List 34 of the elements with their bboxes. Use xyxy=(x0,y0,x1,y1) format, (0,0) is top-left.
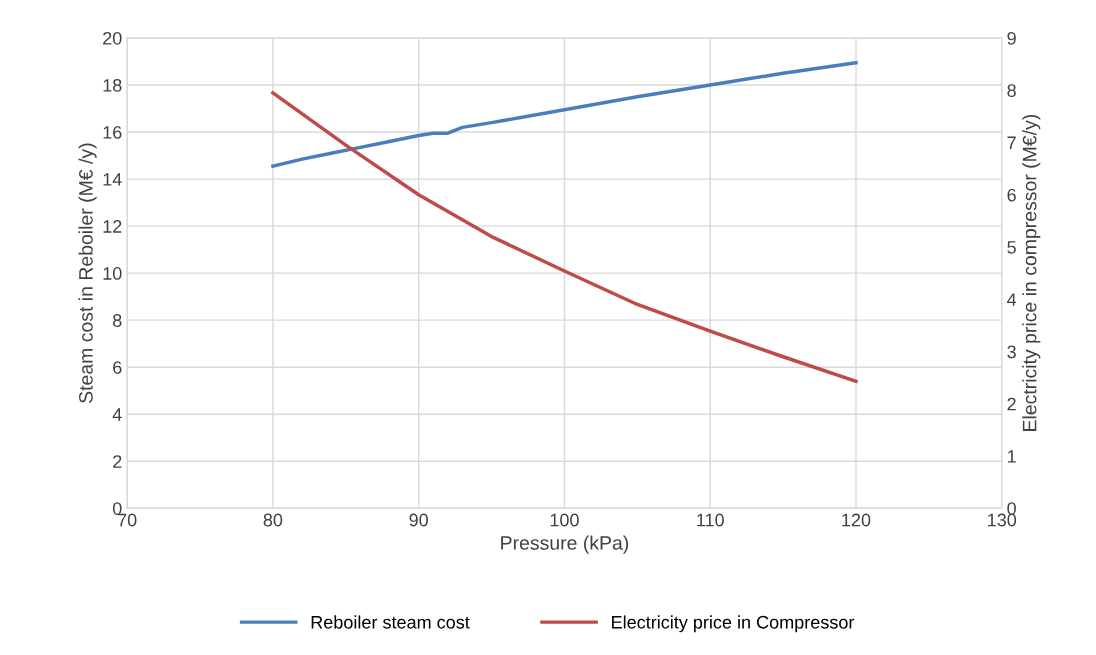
line-series xyxy=(271,91,858,384)
y-tick-label: 18 xyxy=(103,78,122,92)
y2-tick-label: 9 xyxy=(1007,31,1016,45)
x-tick-label: 130 xyxy=(988,513,1017,527)
y-tick-label: 10 xyxy=(103,267,122,280)
y-tick-label: 0 xyxy=(112,502,122,515)
x-tick-label: 100 xyxy=(550,513,579,527)
y-tick-label: 20 xyxy=(103,31,122,45)
x-tick-label: 110 xyxy=(697,513,724,527)
y-tick-label: 6 xyxy=(113,361,122,374)
x-tick-label: 80 xyxy=(263,513,283,527)
y2-tick-label: 4 xyxy=(1007,293,1017,306)
y-tick-label: 4 xyxy=(112,408,122,421)
y2-tick-label: 2 xyxy=(1007,397,1016,411)
x-axis-title: Pressure (kPa) xyxy=(501,535,629,554)
y2-tick-label: 8 xyxy=(1007,84,1016,97)
y2-tick-label: 5 xyxy=(1007,241,1016,254)
y-tick-label: 8 xyxy=(113,314,122,327)
y-tick-label: 16 xyxy=(103,125,122,139)
y-tick-label: 12 xyxy=(103,220,122,233)
x-tick-label: 90 xyxy=(409,513,429,527)
y2-tick-label: 7 xyxy=(1007,136,1016,150)
y-tick-label: 2 xyxy=(113,455,122,468)
legend-label: Reboiler steam cost xyxy=(311,615,470,629)
y2-tick-label: 6 xyxy=(1007,188,1016,202)
y-tick-label: 14 xyxy=(103,173,122,186)
y-axis-title: Steam cost in Reboiler (M€ /y) xyxy=(78,143,97,403)
y2-tick-label: 1 xyxy=(1007,450,1016,463)
x-tick-label: 120 xyxy=(842,513,871,527)
y2-axis-title: Electricity price in compressor (M€/y) xyxy=(1022,114,1041,431)
y2-tick-label: 3 xyxy=(1007,345,1016,359)
x-tick-label: 70 xyxy=(118,513,137,527)
line-series xyxy=(271,60,858,168)
legend-label: Electricity price in Compressor xyxy=(612,615,855,633)
